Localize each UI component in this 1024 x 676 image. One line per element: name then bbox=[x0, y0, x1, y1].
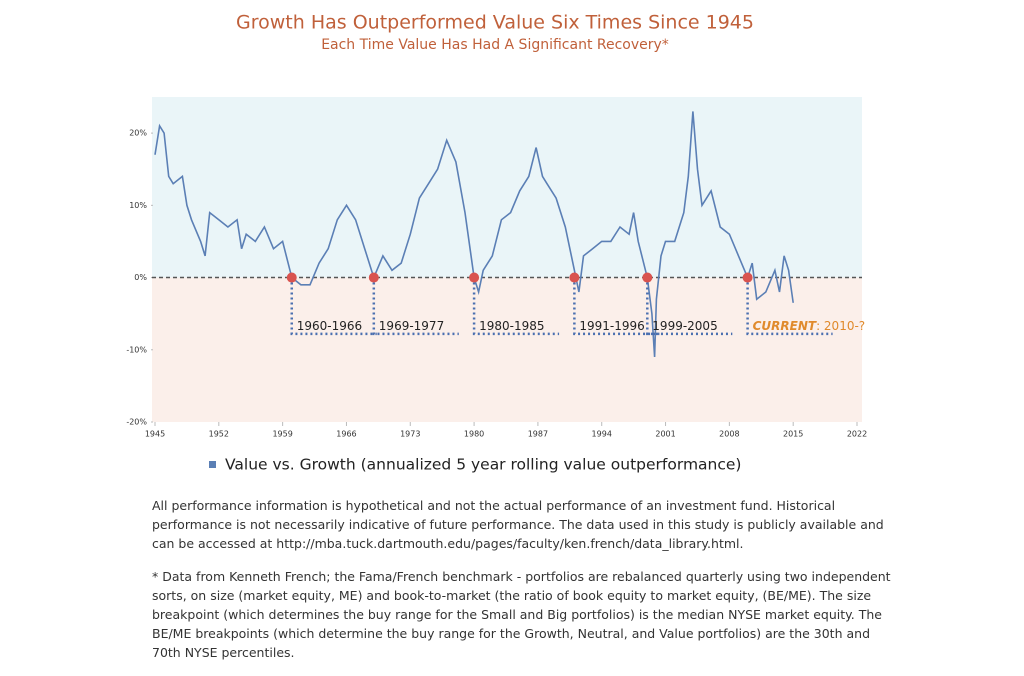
period-label: 1960-1966 bbox=[297, 318, 362, 332]
period-start-marker bbox=[368, 272, 379, 283]
period-box bbox=[290, 277, 377, 336]
x-tick-label: 2008 bbox=[719, 430, 739, 439]
y-tick-label: -10% bbox=[126, 345, 147, 354]
positive-region bbox=[152, 97, 862, 278]
period-label-text: 1960-1966 bbox=[297, 318, 362, 332]
y-tick-label: 10% bbox=[129, 201, 147, 210]
period-label-text: 1980-1985 bbox=[479, 318, 544, 332]
period-box bbox=[573, 277, 660, 336]
series-line bbox=[154, 111, 794, 358]
x-tick-label: 1945 bbox=[145, 430, 165, 439]
chart-subtitle: Each Time Value Has Had A Significant Re… bbox=[321, 37, 669, 53]
period-label: 1991-1996 bbox=[579, 318, 644, 332]
period-start-marker bbox=[742, 272, 753, 283]
x-tick-label: 1994 bbox=[592, 430, 612, 439]
period-start-marker bbox=[469, 272, 480, 283]
x-tick-label: 1966 bbox=[336, 430, 356, 439]
x-tick-label: 2015 bbox=[783, 430, 803, 439]
footnote: * Data from Kenneth French; the Fama/Fre… bbox=[152, 569, 891, 660]
x-tick-label: 1973 bbox=[400, 430, 420, 439]
period-label-text: 1969-1977 bbox=[379, 318, 444, 332]
negative-region bbox=[152, 277, 862, 422]
chart: Growth Has Outperformed Value Six Times … bbox=[126, 12, 867, 474]
legend-label: Value vs. Growth (annualized 5 year roll… bbox=[225, 456, 741, 474]
notes: All performance information is hypotheti… bbox=[152, 496, 892, 676]
x-tick-label: 2001 bbox=[655, 430, 675, 439]
y-tick-label: -20% bbox=[126, 418, 147, 427]
period-label: 1999-2005 bbox=[652, 318, 717, 332]
x-tick-label: 1959 bbox=[272, 430, 292, 439]
y-tick-label: 0% bbox=[134, 273, 147, 282]
x-tick-label: 2022 bbox=[847, 430, 867, 439]
x-tick-label: 1952 bbox=[209, 430, 229, 439]
disclaimer: All performance information is hypotheti… bbox=[152, 498, 884, 551]
period-start-marker bbox=[642, 272, 653, 283]
period-box bbox=[746, 277, 833, 336]
x-tick-label: 1987 bbox=[528, 430, 548, 439]
period-label: CURRENT: 2010-? bbox=[753, 318, 866, 332]
period-label-text: 1991-1996 bbox=[579, 318, 644, 332]
page: Growth Has Outperformed Value Six Times … bbox=[126, 11, 891, 660]
period-start-marker bbox=[286, 272, 297, 283]
chart-title: Growth Has Outperformed Value Six Times … bbox=[236, 12, 754, 34]
period-label-text: 1999-2005 bbox=[652, 318, 717, 332]
period-box bbox=[372, 277, 459, 336]
legend-swatch bbox=[209, 461, 216, 468]
y-tick-label: 20% bbox=[129, 129, 147, 138]
period-box bbox=[646, 277, 733, 336]
period-box bbox=[472, 277, 560, 336]
period-emphasis: CURRENT bbox=[753, 318, 817, 332]
period-label: 1980-1985 bbox=[479, 318, 544, 332]
period-start-marker bbox=[569, 272, 580, 283]
period-label-text: : 2010-? bbox=[816, 318, 865, 332]
x-tick-label: 1980 bbox=[464, 430, 484, 439]
period-label: 1969-1977 bbox=[379, 318, 444, 332]
